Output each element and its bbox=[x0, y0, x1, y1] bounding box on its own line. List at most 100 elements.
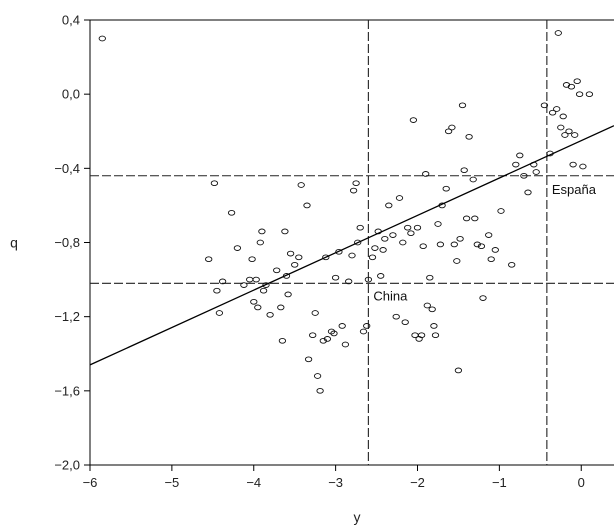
y-tick-label: −0,4 bbox=[54, 161, 80, 176]
data-point bbox=[557, 124, 565, 131]
data-point bbox=[284, 291, 292, 298]
data-point bbox=[205, 256, 213, 263]
data-point bbox=[368, 254, 377, 261]
data-point bbox=[304, 356, 313, 363]
data-point bbox=[316, 387, 324, 394]
data-point bbox=[227, 209, 236, 216]
data-point bbox=[465, 133, 473, 140]
data-point bbox=[460, 167, 468, 174]
data-point bbox=[567, 83, 576, 90]
data-point bbox=[98, 35, 106, 42]
data-point bbox=[277, 304, 285, 311]
data-point bbox=[422, 171, 430, 177]
data-point bbox=[401, 319, 409, 326]
data-point bbox=[335, 248, 343, 255]
data-point bbox=[395, 195, 404, 201]
data-point bbox=[479, 295, 487, 301]
data-point bbox=[309, 332, 317, 339]
data-point bbox=[313, 373, 322, 379]
data-point bbox=[323, 336, 332, 342]
data-point bbox=[569, 161, 577, 168]
data-point bbox=[348, 252, 356, 259]
data-point bbox=[520, 172, 528, 179]
data-points bbox=[98, 30, 594, 394]
data-point bbox=[524, 189, 532, 196]
data-point bbox=[532, 169, 540, 175]
x-tick-label: −5 bbox=[164, 475, 179, 490]
data-point bbox=[371, 245, 379, 251]
data-point bbox=[363, 323, 371, 329]
data-point bbox=[430, 323, 438, 329]
data-point bbox=[419, 243, 427, 250]
data-point bbox=[322, 254, 330, 261]
data-point bbox=[327, 328, 336, 335]
x-axis-label: y bbox=[354, 509, 361, 525]
data-point bbox=[341, 341, 350, 348]
data-point bbox=[571, 132, 579, 138]
data-point bbox=[233, 245, 242, 251]
data-point bbox=[250, 298, 258, 305]
data-point bbox=[491, 247, 499, 253]
data-point bbox=[379, 247, 387, 253]
data-point bbox=[454, 367, 463, 374]
data-point bbox=[297, 182, 305, 188]
data-point bbox=[565, 128, 573, 135]
regression-line bbox=[89, 125, 614, 366]
data-point bbox=[252, 276, 260, 283]
data-point bbox=[385, 202, 393, 209]
reference-lines bbox=[90, 20, 614, 465]
y-tick-label: −2,0 bbox=[54, 458, 80, 473]
data-point bbox=[338, 323, 346, 329]
data-point bbox=[259, 287, 268, 294]
y-tick-label: 0,0 bbox=[62, 87, 80, 102]
data-point bbox=[381, 235, 389, 242]
y-tick-label: 0,4 bbox=[62, 13, 80, 28]
data-point bbox=[273, 267, 281, 274]
data-point bbox=[450, 241, 458, 248]
data-point bbox=[575, 91, 584, 98]
y-axis-ticks: 0,4 0,0 −0,4 −0,8 −1,2 −1,6 −2,0 bbox=[54, 13, 90, 473]
data-point bbox=[349, 187, 358, 194]
data-point bbox=[436, 241, 445, 248]
data-point bbox=[352, 180, 360, 187]
data-point bbox=[487, 256, 495, 263]
data-point bbox=[354, 239, 362, 246]
data-point bbox=[458, 102, 467, 109]
data-point bbox=[579, 163, 587, 170]
data-point bbox=[512, 161, 520, 168]
data-point bbox=[254, 304, 262, 311]
data-point bbox=[485, 232, 493, 238]
data-point bbox=[364, 276, 373, 283]
data-point bbox=[548, 109, 557, 116]
x-tick-label: −3 bbox=[328, 475, 343, 490]
x-axis-ticks: −6 −5 −4 −3 −2 −1 0 bbox=[83, 465, 585, 490]
data-point bbox=[266, 311, 274, 318]
data-point bbox=[392, 313, 400, 320]
data-point bbox=[409, 117, 418, 123]
data-point bbox=[585, 91, 594, 98]
data-point bbox=[281, 228, 289, 235]
plot-frame bbox=[89, 19, 614, 466]
data-point bbox=[311, 310, 319, 316]
x-tick-label: −1 bbox=[492, 475, 507, 490]
data-point bbox=[286, 250, 295, 257]
y-tick-label: −1,6 bbox=[54, 383, 80, 398]
data-point bbox=[497, 208, 505, 214]
regression-line-group bbox=[89, 125, 614, 366]
data-point bbox=[471, 215, 479, 222]
data-point bbox=[258, 228, 266, 235]
data-point bbox=[345, 278, 353, 285]
data-point bbox=[448, 124, 456, 131]
data-point bbox=[554, 30, 562, 36]
data-point bbox=[240, 282, 248, 288]
data-point bbox=[291, 261, 299, 268]
data-point bbox=[389, 232, 397, 238]
data-point bbox=[434, 221, 442, 227]
data-point bbox=[540, 102, 549, 109]
x-tick-label: −6 bbox=[83, 475, 98, 490]
data-point bbox=[359, 328, 368, 335]
data-point bbox=[469, 176, 477, 183]
data-point bbox=[442, 185, 450, 192]
data-point bbox=[210, 180, 219, 187]
y-tick-label: −1,2 bbox=[54, 309, 80, 324]
